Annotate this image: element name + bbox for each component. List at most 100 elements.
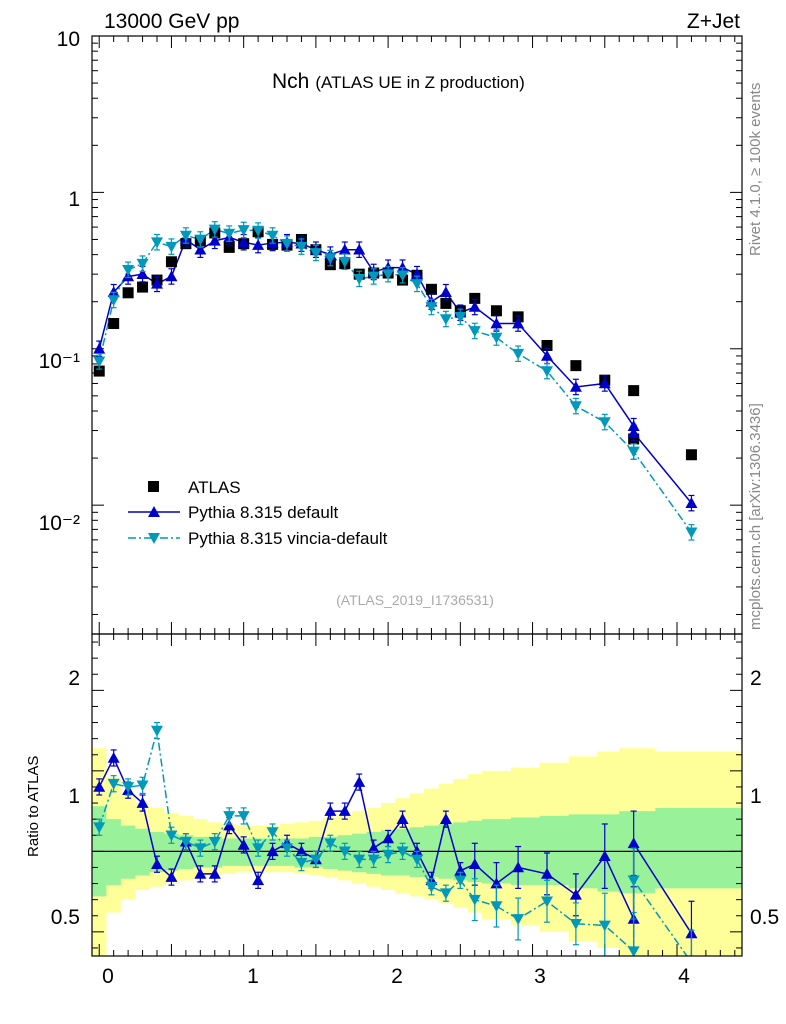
main-point-s1-30 <box>569 380 582 392</box>
ratio-point-s1-18 <box>353 854 366 866</box>
ratio-point-s0-30 <box>569 888 582 900</box>
main-point-s0-23 <box>425 283 437 295</box>
main-point-s1-10 <box>237 236 250 248</box>
xtick-label-2: 2 <box>391 965 403 988</box>
main-point-s2-11 <box>252 225 265 237</box>
main-point-s0-9 <box>223 241 235 253</box>
main-ytick-label-1: 1 <box>68 188 80 211</box>
main-panel: 10 1 10⁻¹ 10⁻² Nch (ATLAS UE in Z product… <box>39 28 743 635</box>
main-point-s1-11 <box>252 239 265 250</box>
ratio-point-s0-17 <box>338 805 351 816</box>
ratio-point-s0-20 <box>382 832 395 844</box>
ratio-ytick-label-0.5-left: 0.5 <box>51 906 80 929</box>
main-point-s2-18 <box>353 274 366 285</box>
main-point-s2-17 <box>338 256 351 268</box>
ratio-point-s1-31 <box>598 920 611 932</box>
main-point-s1-29 <box>541 349 553 361</box>
ratio-point-s0-31 <box>598 850 611 861</box>
ratio-point-s1-4 <box>151 725 163 737</box>
main-point-s1-0 <box>93 342 106 354</box>
ratio-frame <box>91 633 743 957</box>
main-point-s1-17 <box>338 243 351 255</box>
ratio-point-s1-1 <box>107 778 120 790</box>
main-point-s0-3 <box>137 281 149 293</box>
main-point-s0-5 <box>165 256 177 268</box>
ratio-point-s1-16 <box>324 838 337 850</box>
main-point-s2-7 <box>194 234 207 246</box>
main-point-s2-31 <box>598 417 611 429</box>
main-point-s1-24 <box>439 286 452 298</box>
ratio-point-s1-26 <box>468 894 481 906</box>
main-point-s2-13 <box>281 238 293 250</box>
ratio-axis-ticks <box>92 634 742 956</box>
main-point-s2-6 <box>179 230 192 242</box>
ratio-point-s0-18 <box>353 776 366 787</box>
main-point-s0-27 <box>490 305 502 317</box>
xtick-label-0: 0 <box>102 965 114 988</box>
main-point-s1-1 <box>107 286 120 298</box>
main-point-s2-8 <box>208 224 221 236</box>
main-point-s2-10 <box>237 225 250 236</box>
ratio-point-s0-11 <box>252 874 265 886</box>
ratio-point-s1-8 <box>208 836 221 848</box>
main-point-s0-29 <box>541 339 553 351</box>
main-line-2 <box>98 228 693 533</box>
ratio-point-s1-33 <box>627 875 640 887</box>
legend-label-vincia: Pythia 8.315 vincia-default <box>188 529 388 548</box>
chart-title-main: Nch <box>272 70 309 93</box>
main-point-s0-24 <box>440 297 452 309</box>
ratio-point-s0-12 <box>266 845 279 857</box>
ratio-point-s1-17 <box>338 846 351 858</box>
chart-title: Nch (ATLAS UE in Z production) <box>272 70 525 93</box>
ratio-ytick-label-2-right: 2 <box>750 667 762 690</box>
ratio-point-s0-14 <box>295 845 308 857</box>
ratio-point-s1-15 <box>309 854 322 866</box>
ratio-point-s0-29 <box>541 867 553 879</box>
ratio-point-s0-16 <box>324 805 337 816</box>
ratio-point-s1-28 <box>512 914 525 925</box>
ratio-point-s0-26 <box>468 858 481 870</box>
ratio-point-s0-5 <box>165 871 178 882</box>
main-point-s0-26 <box>469 292 481 304</box>
legend: ATLAS Pythia 8.315 default Pythia 8.315 … <box>128 478 388 548</box>
ratio-panel: 2 1 0.5 2 1 0.5 Ratio to ATLAS 0 1 2 3 4 <box>25 633 779 988</box>
main-point-s1-33 <box>627 426 640 438</box>
main-point-s2-21 <box>396 270 409 282</box>
main-ytick-label-10: 10 <box>57 28 80 51</box>
ratio-point-s0-4 <box>151 858 163 870</box>
ratio-point-s1-3 <box>136 780 149 792</box>
ratio-point-s1-6 <box>179 836 192 848</box>
main-point-s2-5 <box>165 241 178 253</box>
xtick-label-4: 4 <box>678 965 690 988</box>
main-point-s2-27 <box>490 332 503 344</box>
main-point-s0-1 <box>108 318 120 330</box>
ratio-point-s0-3 <box>136 797 149 808</box>
ratio-point-s0-33 <box>627 837 640 849</box>
ratio-point-s0-0 <box>93 780 106 792</box>
main-point-s1-7 <box>194 243 207 255</box>
ratio-y-axis-title: Ratio to ATLAS <box>25 756 42 857</box>
main-point-s1-3 <box>136 268 149 279</box>
main-point-s2-23 <box>425 302 438 313</box>
ratio-ytick-label-1-right: 1 <box>750 785 762 808</box>
main-point-s2-16 <box>324 253 337 265</box>
main-point-s2-25 <box>454 312 467 323</box>
ratio-point-s1-29 <box>541 896 553 908</box>
legend-marker-atlas <box>148 481 159 492</box>
main-point-s2-2 <box>122 264 135 276</box>
main-point-s2-15 <box>309 248 322 259</box>
main-point-s2-19 <box>367 271 380 283</box>
main-point-s0-32 <box>628 385 640 397</box>
ratio-point-s1-2 <box>122 782 135 793</box>
main-point-s2-20 <box>382 269 395 281</box>
ratio-point-s0-24 <box>439 813 452 824</box>
main-axis-ticks <box>92 35 742 634</box>
ratio-point-s0-1 <box>107 751 120 763</box>
ratio-point-s0-28 <box>512 861 525 873</box>
ratio-point-s1-32 <box>627 946 640 956</box>
main-point-s2-0 <box>93 356 106 368</box>
ratio-point-s1-22 <box>411 854 423 866</box>
ratio-point-s1-14 <box>295 857 308 869</box>
ratio-point-s0-19 <box>367 842 380 853</box>
main-point-s1-18 <box>353 243 366 255</box>
